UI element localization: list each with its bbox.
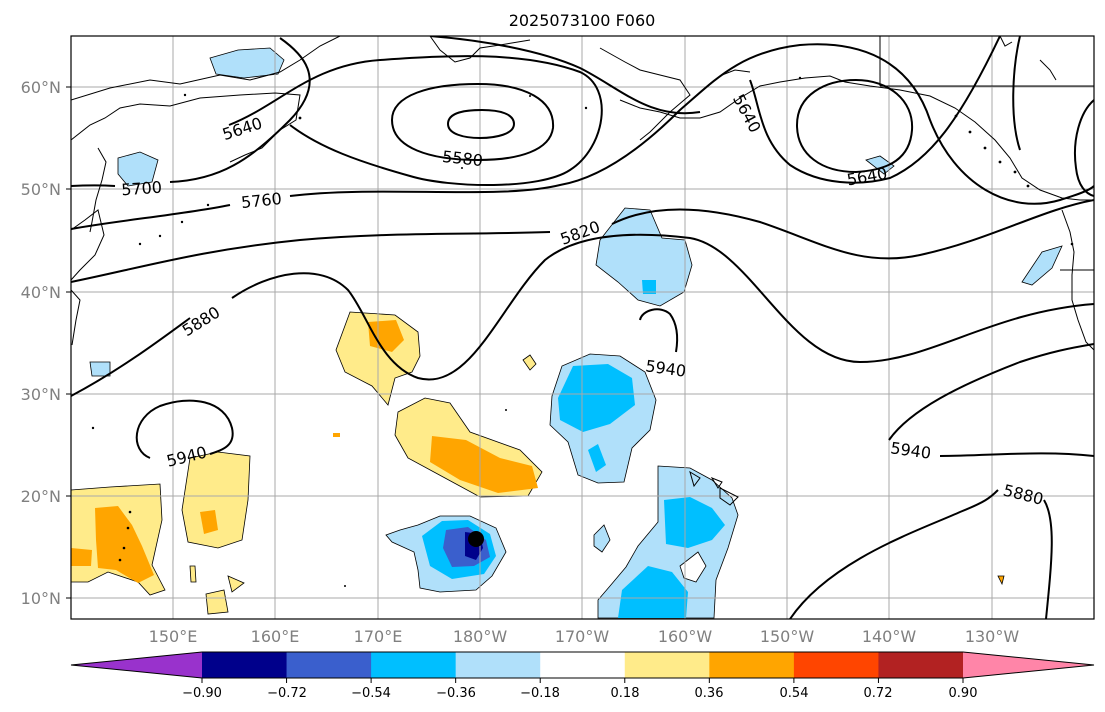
contour-5700-far-east: [1012, 36, 1094, 197]
contour-label: 5760: [240, 189, 282, 212]
lat-label: 30°N: [21, 385, 61, 404]
positive-anomaly-regions: [71, 311, 1005, 615]
colorbar-tick-label: −0.36: [436, 686, 476, 701]
lat-label: 50°N: [21, 180, 61, 199]
lat-label: 60°N: [21, 78, 61, 97]
contour-5640-east: [795, 78, 914, 174]
lon-label: 150°W: [760, 627, 815, 646]
lon-label: 150°E: [149, 627, 198, 646]
lat-label: 10°N: [21, 589, 61, 608]
islands: [91, 76, 1074, 587]
colorbar-tick-labels: −0.90 −0.72 −0.54 −0.36 −0.18 0.18 0.36 …: [182, 686, 977, 701]
lon-label: 180°W: [453, 627, 508, 646]
height-contours: [71, 36, 1094, 619]
lon-label: 140°W: [862, 627, 917, 646]
colorbar-swatch: [455, 652, 541, 678]
colorbar-tick-label: 0.54: [780, 686, 809, 701]
colorbar-extend-low: [71, 652, 202, 678]
lon-label: 170°E: [354, 627, 403, 646]
contour-5940-east: [888, 343, 1094, 457]
colorbar-swatch: [878, 652, 964, 678]
colorbar-swatch: [793, 652, 879, 678]
colorbar-ticks: [201, 678, 964, 683]
colorbar-tick-label: −0.54: [351, 686, 391, 701]
contour-5760: [71, 43, 1094, 230]
contour-5880: [71, 233, 1094, 397]
colorbar-tick-label: −0.18: [520, 686, 560, 701]
contour-5700: [71, 36, 1001, 187]
contour-label: 5700: [121, 178, 163, 200]
colorbar-tick-label: −0.72: [267, 686, 307, 701]
colorbar-tick-label: 0.90: [949, 686, 978, 701]
contour-5640: [228, 55, 603, 187]
contour-5820: [71, 199, 1094, 283]
colorbar-swatches: [71, 652, 1094, 678]
colorbar: −0.90 −0.72 −0.54 −0.36 −0.18 0.18 0.36 …: [70, 651, 1095, 701]
coastlines: [71, 36, 1094, 506]
contour-5580-inner: [446, 108, 516, 140]
colorbar-swatch: [709, 652, 795, 678]
colorbar-tick-label: 0.72: [864, 686, 893, 701]
colorbar-swatch: [286, 652, 372, 678]
lon-label: 130°W: [965, 627, 1020, 646]
contour-label: 5580: [441, 147, 483, 170]
colorbar-tick-label: 0.36: [695, 686, 724, 701]
colorbar-swatch: [371, 652, 457, 678]
contour-5880-south: [789, 489, 1053, 619]
map-title: 2025073100 F060: [509, 11, 656, 30]
lat-label: 40°N: [21, 283, 61, 302]
lat-label: 20°N: [21, 487, 61, 506]
lon-label: 170°W: [555, 627, 610, 646]
colorbar-extend-high: [963, 652, 1094, 678]
longitude-labels: 150°E 160°E 170°E 180°W 170°W 160°W 150°…: [149, 627, 1020, 646]
contour-5940-mid: [639, 308, 679, 353]
lon-label: 160°E: [251, 627, 300, 646]
colorbar-tick-label: −0.90: [182, 686, 222, 701]
colorbar-swatch: [202, 652, 288, 678]
contour-5940-west: [135, 399, 234, 459]
latitude-labels: 60°N 50°N 40°N 30°N 20°N 10°N: [21, 78, 61, 608]
colorbar-tick-label: 0.18: [611, 686, 640, 701]
lon-label: 160°W: [658, 627, 713, 646]
contour-5580: [390, 82, 555, 162]
map-frame: [70, 35, 1095, 620]
colorbar-swatch: [540, 652, 626, 678]
axis-ticks: [66, 86, 71, 599]
storm-center-marker: [468, 531, 484, 547]
colorbar-swatch: [624, 652, 710, 678]
map-area: 5580 5640 5640 5700 5760 5820 5880 5880 …: [71, 36, 1094, 619]
